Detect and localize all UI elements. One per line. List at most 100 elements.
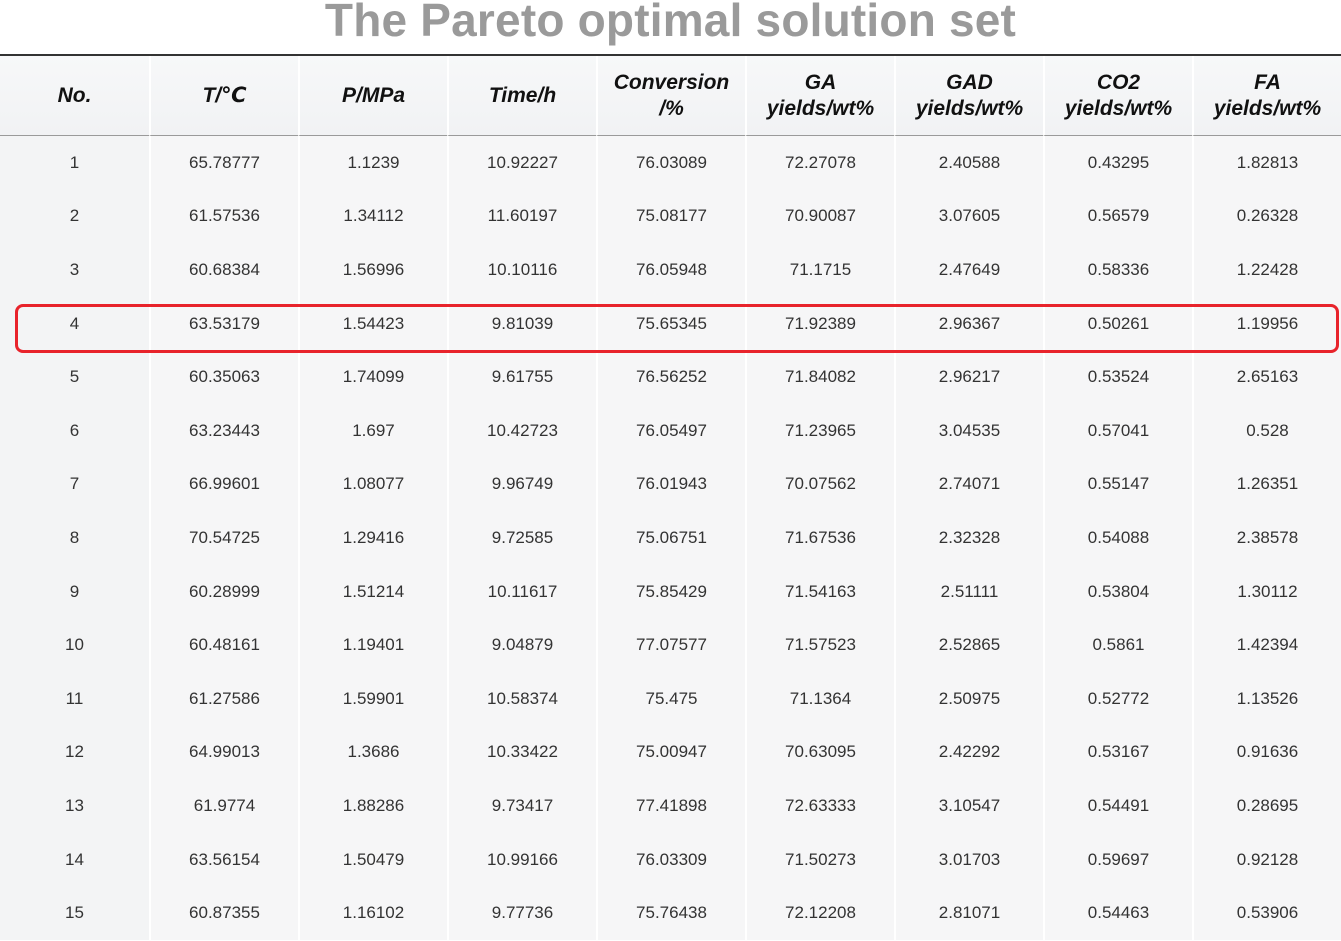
table-cell: 0.43295 [1043,136,1192,190]
table-cell: 75.08177 [596,189,745,244]
row-number-cell: 4 [0,296,149,351]
table-cell: 76.03089 [596,136,745,190]
column-header: FA yields/wt% [1192,56,1341,136]
table-row: 9 60.28999 1.51214 10.11617 75.85429 71.54163… [0,564,1341,619]
column-header-line: T/℃ [202,83,247,107]
table-cell: 75.85429 [596,564,745,619]
table-cell: 1.59901 [298,671,447,726]
table-cell: 1.50479 [298,832,447,887]
table-cell: 1.74099 [298,350,447,404]
table-cell: 0.528 [1192,403,1341,458]
table-cell: 70.63095 [745,725,894,780]
row-number-cell: 9 [0,564,149,619]
table-row: 10 60.48161 1.19401 9.04879 77.07577 71.57523… [0,618,1341,672]
table-cell: 1.16102 [298,886,447,940]
page-title: The Pareto optimal solution set [324,0,1017,46]
table-cell: 60.35063 [149,350,298,404]
table-cell: 63.23443 [149,403,298,458]
column-header: P/MPa [298,56,447,136]
table-cell: 75.65345 [596,296,745,351]
table-cell: 2.32328 [894,511,1043,565]
table-cell: 0.26328 [1192,189,1341,244]
table-cell: 2.40588 [894,136,1043,190]
column-header: GA yields/wt% [745,56,894,136]
table-row: 15 60.87355 1.16102 9.77736 75.76438 72.12208… [0,886,1341,940]
table-cell: 1.13526 [1192,671,1341,726]
table-cell: 0.50261 [1043,296,1192,351]
table-cell: 10.92227 [447,136,596,190]
row-number-cell: 3 [0,243,149,297]
table-cell: 60.28999 [149,564,298,619]
table-cell: 0.54463 [1043,886,1192,940]
table-cell: 2.50975 [894,671,1043,726]
row-number-cell: 13 [0,779,149,833]
table-cell: 9.81039 [447,296,596,351]
table-cell: 3.10547 [894,779,1043,833]
table-cell: 0.28695 [1192,779,1341,833]
column-header: GAD yields/wt% [894,56,1043,136]
table-cell: 71.54163 [745,564,894,619]
table-row: 5 60.35063 1.74099 9.61755 76.56252 71.84082 2… [0,350,1341,404]
table-cell: 1.51214 [298,564,447,619]
table-row: 14 63.56154 1.50479 10.99166 76.03309 71.5027… [0,832,1341,887]
table-cell: 10.11617 [447,564,596,619]
table-cell: 0.53524 [1043,350,1192,404]
column-header-line: yields/wt% [915,96,1024,120]
table-cell: 1.88286 [298,779,447,833]
table-cell: 3.04535 [894,403,1043,458]
row-number-cell: 7 [0,457,149,512]
column-header-line: yields/wt% [1213,96,1322,120]
table-cell: 75.76438 [596,886,745,940]
table-cell: 0.52772 [1043,671,1192,726]
table-cell: 1.42394 [1192,618,1341,672]
table-cell: 0.53804 [1043,564,1192,619]
table-cell: 2.74071 [894,457,1043,512]
table-cell: 2.65163 [1192,350,1341,404]
row-number-cell: 6 [0,403,149,458]
row-number-cell: 15 [0,886,149,940]
table-cell: 71.67536 [745,511,894,565]
table-cell: 77.41898 [596,779,745,833]
table-cell: 9.61755 [447,350,596,404]
table-cell: 0.54088 [1043,511,1192,565]
column-header-line: /% [659,96,684,120]
column-header-line: Time/h [488,83,557,107]
table-cell: 76.01943 [596,457,745,512]
table-cell: 1.82813 [1192,136,1341,190]
table-cell: 1.54423 [298,296,447,351]
table-cell: 9.96749 [447,457,596,512]
table-cell: 2.42292 [894,725,1043,780]
table-cell: 0.92128 [1192,832,1341,887]
row-number-cell: 14 [0,832,149,887]
table-row: 7 66.99601 1.08077 9.96749 76.01943 70.07562 2… [0,457,1341,512]
column-header-line: GA [804,70,837,94]
table-cell: 2.81071 [894,886,1043,940]
table-cell: 1.19401 [298,618,447,672]
table-cell: 70.54725 [149,511,298,565]
table-row: 1 65.78777 1.1239 10.92227 76.03089 72.27078 2… [0,136,1341,190]
table-cell: 0.91636 [1192,725,1341,780]
table-cell: 71.50273 [745,832,894,887]
table-row-highlighted: 4 63.53179 1.54423 9.81039 75.65345 71.92389 2… [0,296,1341,351]
table-cell: 0.55147 [1043,457,1192,512]
column-header: T/℃ [149,56,298,136]
table-cell: 0.53906 [1192,886,1341,940]
table-cell: 71.92389 [745,296,894,351]
table-cell: 61.57536 [149,189,298,244]
table-cell: 0.58336 [1043,243,1192,297]
column-header-line: GAD [946,70,993,94]
table-row: 6 63.23443 1.697 10.42723 76.05497 71.23965 3.… [0,403,1341,458]
table-cell: 9.72585 [447,511,596,565]
column-header: Conversion/% [596,56,745,136]
header-row: No. T/℃ P/MPa Time/h Conversion/% GA yields/wt… [0,56,1341,136]
table-cell: 60.87355 [149,886,298,940]
table-cell: 71.1364 [745,671,894,726]
row-number-cell: 10 [0,618,149,672]
table-cell: 71.23965 [745,403,894,458]
column-header-line: Conversion [613,70,730,94]
column-header: No. [0,56,149,136]
table-header: No. T/℃ P/MPa Time/h Conversion/% GA yields/wt… [0,56,1341,136]
table-cell: 71.1715 [745,243,894,297]
table-cell: 1.26351 [1192,457,1341,512]
row-number-cell: 8 [0,511,149,565]
